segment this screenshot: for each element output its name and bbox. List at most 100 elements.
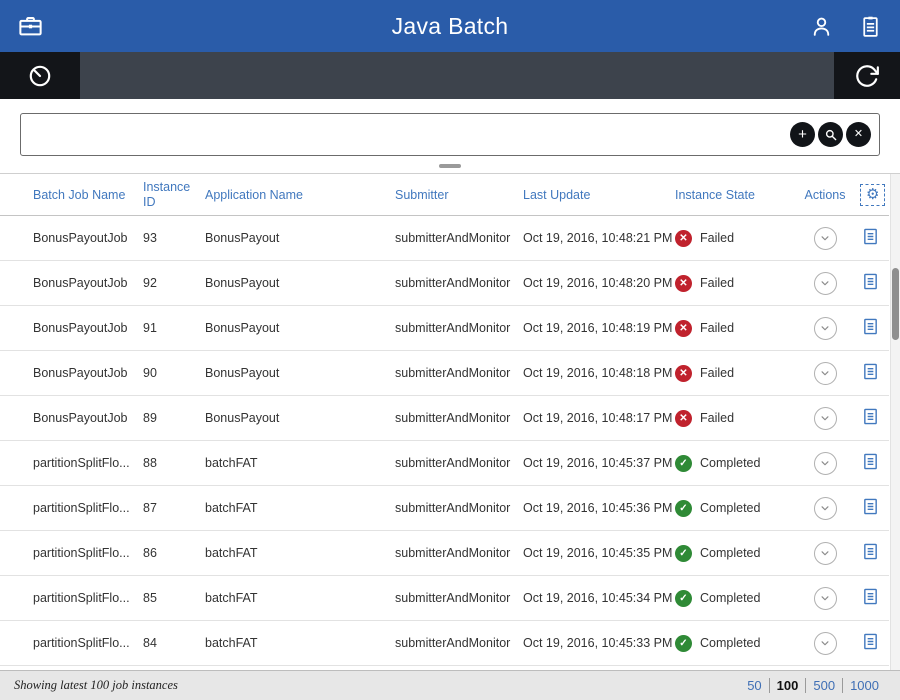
clear-search-button[interactable]: ✕ — [846, 122, 871, 147]
job-log-button[interactable] — [860, 450, 881, 476]
column-header-application-name[interactable]: Application Name — [205, 188, 395, 202]
job-log-button[interactable] — [860, 630, 881, 656]
cell-instance-id: 89 — [143, 411, 205, 425]
page-size-option[interactable]: 1000 — [842, 678, 886, 693]
job-log-button[interactable] — [860, 270, 881, 296]
job-log-button[interactable] — [860, 540, 881, 566]
table-row: partitionSplitFlo... 88 batchFAT submitt… — [0, 441, 889, 486]
column-header-actions: Actions — [798, 188, 860, 202]
app-header: Java Batch — [0, 0, 900, 52]
state-icon: ✓ — [675, 455, 692, 472]
cell-instance-state: ✕ Failed — [675, 320, 798, 337]
column-settings-button[interactable]: ⚙ — [860, 184, 885, 206]
user-button[interactable] — [806, 11, 837, 42]
cell-instance-id: 91 — [143, 321, 205, 335]
column-header-instance-state[interactable]: Instance State — [675, 188, 798, 202]
cell-job-log — [860, 270, 889, 296]
close-icon: ✕ — [854, 129, 863, 140]
job-log-button[interactable] — [860, 585, 881, 611]
page-size-option[interactable]: 50 — [740, 678, 768, 693]
state-label: Failed — [700, 231, 734, 245]
column-header-instance-id[interactable]: Instance ID — [143, 180, 205, 210]
cell-job-log — [860, 540, 889, 566]
cell-application-name: batchFAT — [205, 501, 395, 515]
add-filter-button[interactable]: + — [790, 122, 815, 147]
refresh-button[interactable] — [834, 52, 900, 99]
state-icon: ✓ — [675, 635, 692, 652]
column-header-last-update[interactable]: Last Update — [523, 188, 675, 202]
state-label: Failed — [700, 321, 734, 335]
page-size-option[interactable]: 100 — [769, 678, 806, 693]
page-size-selector: 50 100 500 1000 — [740, 678, 886, 693]
cell-actions — [798, 227, 860, 250]
search-bar: + ✕ — [20, 113, 880, 156]
cell-last-update: Oct 19, 2016, 10:48:19 PM — [523, 321, 675, 335]
header-actions — [806, 11, 886, 42]
cell-instance-state: ✓ Completed — [675, 455, 798, 472]
cell-job-log — [860, 315, 889, 341]
cell-submitter: submitterAndMonitor — [395, 366, 523, 380]
search-input[interactable] — [21, 114, 787, 155]
cell-instance-state: ✕ Failed — [675, 410, 798, 427]
cell-actions — [798, 542, 860, 565]
state-icon: ✕ — [675, 365, 692, 382]
table-scrollbar[interactable] — [890, 174, 900, 670]
cell-application-name: batchFAT — [205, 456, 395, 470]
cell-application-name: BonusPayout — [205, 411, 395, 425]
column-header-batch-job-name[interactable]: Batch Job Name — [0, 188, 143, 202]
row-actions-button[interactable] — [814, 632, 837, 655]
cell-application-name: BonusPayout — [205, 321, 395, 335]
page-size-option[interactable]: 500 — [805, 678, 842, 693]
clipboard-button[interactable] — [855, 11, 886, 42]
cell-last-update: Oct 19, 2016, 10:48:20 PM — [523, 276, 675, 290]
row-actions-button[interactable] — [814, 587, 837, 610]
refresh-icon — [854, 63, 880, 89]
job-log-icon — [862, 407, 879, 426]
cell-batch-job-name: partitionSplitFlo... — [0, 501, 143, 515]
row-actions-button[interactable] — [814, 407, 837, 430]
search-button[interactable] — [818, 122, 843, 147]
row-actions-button[interactable] — [814, 452, 837, 475]
job-log-button[interactable] — [860, 315, 881, 341]
row-actions-button[interactable] — [814, 362, 837, 385]
cell-batch-job-name: partitionSplitFlo... — [0, 546, 143, 560]
row-actions-button[interactable] — [814, 227, 837, 250]
clipboard-icon — [858, 14, 883, 39]
cell-actions — [798, 272, 860, 295]
plus-icon: + — [798, 127, 807, 142]
cell-instance-state: ✓ Completed — [675, 590, 798, 607]
cell-instance-id: 90 — [143, 366, 205, 380]
cell-instance-state: ✓ Completed — [675, 635, 798, 652]
panel-resize-handle[interactable] — [439, 164, 461, 168]
cell-actions — [798, 587, 860, 610]
table-row: BonusPayoutJob 92 BonusPayout submitterA… — [0, 261, 889, 306]
state-icon: ✕ — [675, 320, 692, 337]
state-label: Completed — [700, 636, 760, 650]
scrollbar-thumb[interactable] — [892, 268, 899, 340]
state-label: Completed — [700, 546, 760, 560]
column-header-submitter[interactable]: Submitter — [395, 188, 523, 202]
table-row: BonusPayoutJob 89 BonusPayout submitterA… — [0, 396, 889, 441]
dashboard-button[interactable] — [0, 52, 80, 99]
table-row: BonusPayoutJob 91 BonusPayout submitterA… — [0, 306, 889, 351]
chevron-down-icon — [818, 366, 832, 380]
row-actions-button[interactable] — [814, 317, 837, 340]
job-log-button[interactable] — [860, 405, 881, 431]
toolbar — [0, 52, 900, 99]
job-log-icon — [862, 497, 879, 516]
row-actions-button[interactable] — [814, 272, 837, 295]
state-icon: ✕ — [675, 275, 692, 292]
cell-last-update: Oct 19, 2016, 10:45:35 PM — [523, 546, 675, 560]
row-actions-button[interactable] — [814, 542, 837, 565]
cell-instance-id: 85 — [143, 591, 205, 605]
cell-actions — [798, 632, 860, 655]
job-log-button[interactable] — [860, 360, 881, 386]
job-log-button[interactable] — [860, 495, 881, 521]
row-actions-button[interactable] — [814, 497, 837, 520]
cell-actions — [798, 497, 860, 520]
job-log-button[interactable] — [860, 225, 881, 251]
cell-job-log — [860, 360, 889, 386]
cell-batch-job-name: BonusPayoutJob — [0, 276, 143, 290]
cell-instance-state: ✕ Failed — [675, 365, 798, 382]
toolbox-button[interactable] — [14, 10, 47, 43]
